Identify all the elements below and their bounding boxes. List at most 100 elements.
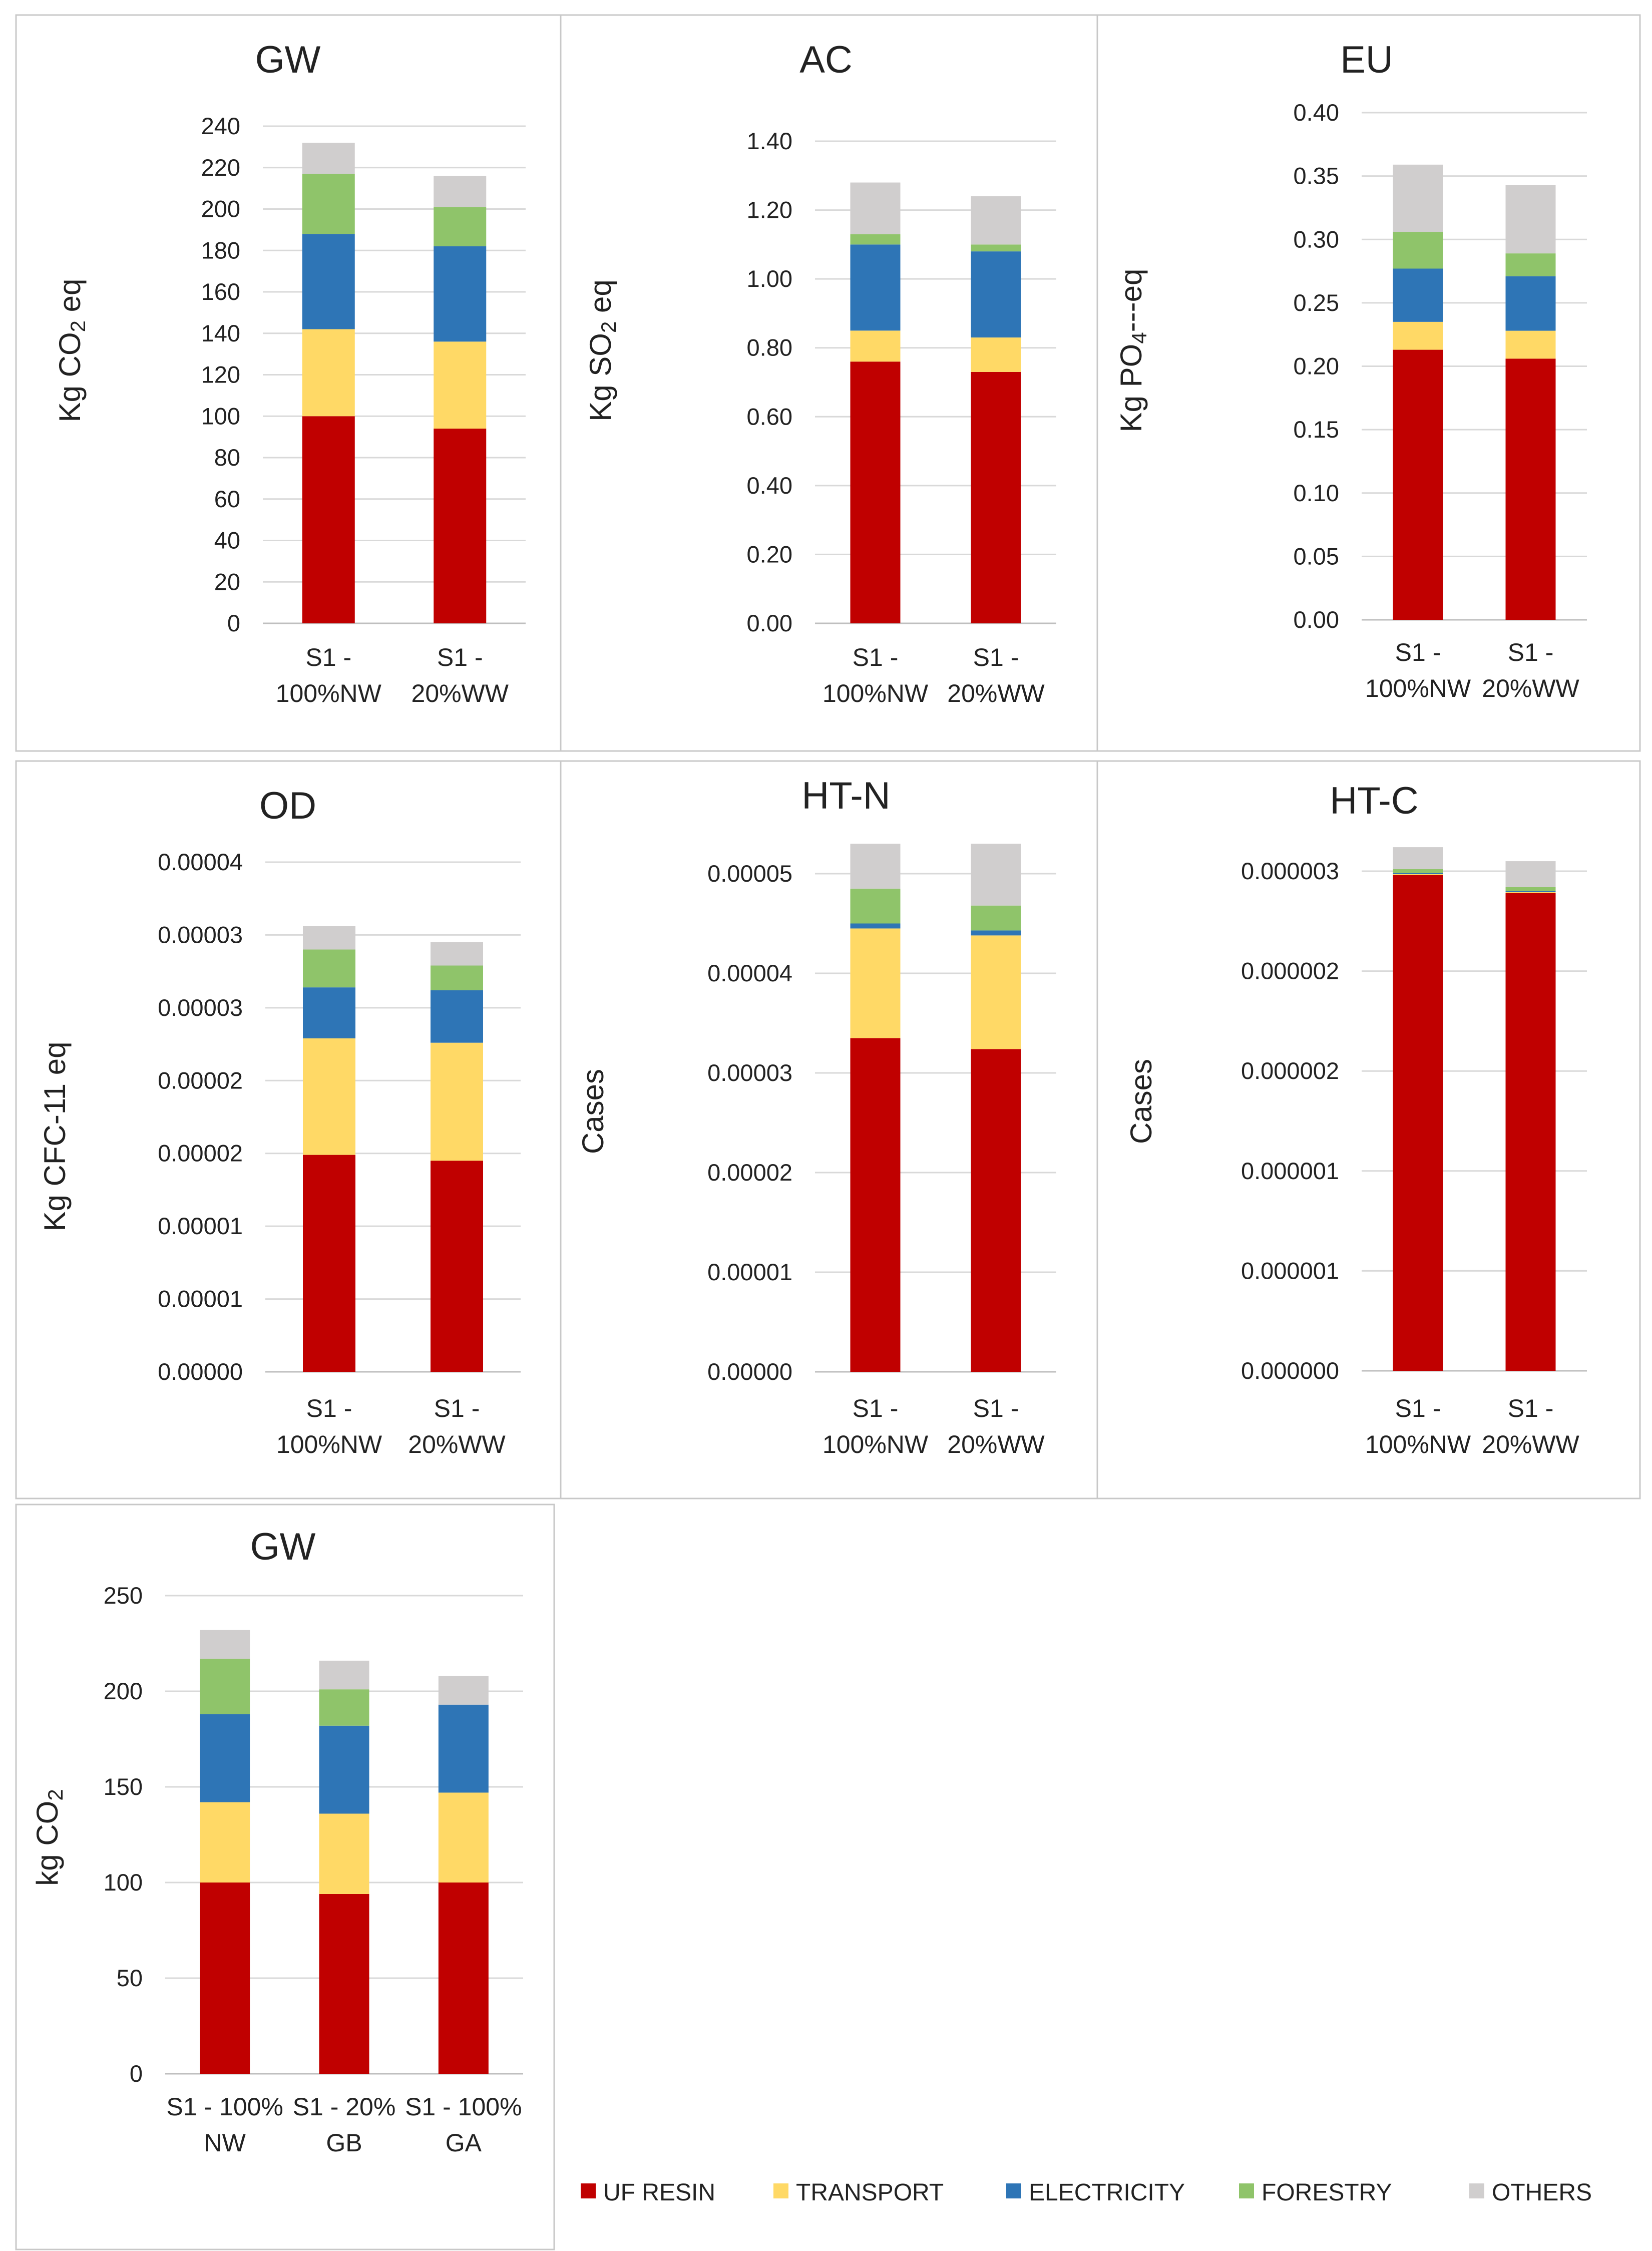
bar-segment-transport	[1393, 321, 1443, 350]
bar-segment-uf-resin	[438, 1883, 489, 2074]
legend-label-electricity: ELECTRICITY	[1029, 2179, 1185, 2206]
chart-eu-3: 0.00 0.05 0.10 0.15 0.20 0.25 0.30 0.35 0.40 S1 -…	[1096, 14, 1641, 752]
bar-segment-forestry	[850, 234, 901, 245]
bar-segment-uf-resin	[1505, 358, 1556, 620]
bar-segment-uf-resin	[434, 429, 487, 623]
bar-segment-electricity	[1393, 268, 1443, 322]
x-category-label: 100%NW	[1365, 1430, 1471, 1458]
bar-segment-forestry	[1505, 253, 1556, 276]
bar-segment-electricity	[971, 930, 1021, 936]
bar-segment-electricity	[1505, 891, 1556, 892]
bar-segment-uf-resin	[971, 371, 1021, 623]
bar-segment-others	[1505, 185, 1556, 254]
legend-swatch-others	[1469, 2183, 1484, 2198]
bar-segment-forestry	[302, 174, 355, 234]
y-tick-label: 0.000002	[1241, 1057, 1339, 1084]
y-tick-label: 160	[201, 278, 240, 305]
x-category-label: S1 -	[853, 1394, 899, 1422]
y-tick-label: 0.000001	[1241, 1257, 1339, 1284]
bar-segment-others	[1505, 861, 1556, 887]
x-category-label: S1 -	[305, 643, 351, 671]
y-tick-label: 50	[117, 1965, 143, 1991]
bar-segment-forestry	[850, 888, 901, 924]
y-axis-label: Cases	[1124, 1059, 1158, 1144]
bar-segment-uf-resin	[850, 1038, 901, 1372]
y-tick-label: 150	[104, 1773, 143, 1800]
chart-gw-1: 0 20 40 60 80 100 120 140 160 180 200 220 240 S1 - 100…	[15, 14, 562, 752]
bar-segment-forestry	[303, 949, 355, 988]
x-category-label: S1 -	[1395, 1394, 1441, 1422]
bar-segment-others	[971, 844, 1021, 906]
bar-segment-uf-resin	[200, 1883, 250, 2074]
bar-segment-electricity	[431, 990, 483, 1043]
bar-segment-uf-resin	[1505, 893, 1556, 1371]
y-tick-label: 0.00002	[707, 1159, 792, 1186]
y-tick-label: 220	[201, 154, 240, 181]
x-category-label: NW	[204, 2129, 246, 2157]
y-tick-label: 0.00003	[158, 921, 243, 948]
legend-label-uf-resin: UF RESIN	[603, 2179, 715, 2206]
y-tick-label: 0.20	[747, 541, 792, 567]
chart-title: GW	[250, 1526, 316, 1568]
y-tick-label: 0.25	[1294, 289, 1339, 316]
bar-segment-transport	[303, 1038, 355, 1155]
y-tick-label: 250	[104, 1582, 143, 1609]
y-tick-label: 200	[201, 196, 240, 222]
y-tick-label: 0.00001	[707, 1259, 792, 1285]
bar-segment-electricity	[850, 923, 901, 929]
bar-segment-uf-resin	[302, 416, 355, 623]
bar-segment-electricity	[302, 234, 355, 329]
x-category-label: 100%NW	[822, 679, 929, 707]
y-tick-label: 140	[201, 320, 240, 346]
x-category-label: 20%WW	[1482, 674, 1579, 702]
chart-panel	[1096, 14, 1641, 752]
x-category-label: S1 -	[434, 1394, 480, 1422]
y-tick-label: 0	[227, 610, 240, 636]
legend: UF RESIN TRANSPORT ELECTRICITY FORESTRY OTHE…	[581, 2179, 1592, 2206]
y-tick-label: 20	[214, 568, 240, 595]
bar-segment-forestry	[434, 207, 487, 246]
bar-segment-electricity	[319, 1725, 369, 1814]
bar-segment-transport	[1393, 874, 1443, 875]
y-tick-label: 0.15	[1294, 416, 1339, 443]
bar-segment-forestry	[971, 905, 1021, 931]
x-category-label: S1 -	[437, 643, 483, 671]
bar-segment-transport	[431, 1042, 483, 1161]
y-tick-label: 0.80	[747, 334, 792, 361]
x-category-label: 100%NW	[276, 1430, 382, 1458]
y-axis-label: Kg CO2 eq	[53, 279, 90, 423]
bar-segment-others	[438, 1676, 489, 1705]
bar-segment-transport	[850, 928, 901, 1038]
chart-title: HT-N	[801, 775, 890, 817]
y-tick-label: 240	[201, 113, 240, 139]
x-category-label: S1 -	[853, 643, 899, 671]
bar-segment-transport	[200, 1802, 250, 1883]
y-tick-label: 0	[130, 2060, 143, 2087]
x-category-label: 100%NW	[822, 1430, 929, 1458]
y-tick-label: 0.00	[1294, 606, 1339, 633]
bar-segment-transport	[438, 1792, 489, 1883]
x-category-label: S1 - 20%	[293, 2093, 396, 2121]
bar-segment-electricity	[850, 244, 901, 331]
bar-segment-forestry	[1393, 232, 1443, 269]
y-tick-label: 0.30	[1294, 226, 1339, 252]
y-tick-label: 0.20	[1294, 353, 1339, 380]
y-tick-label: 0.00000	[707, 1358, 792, 1385]
legend-label-forestry: FORESTRY	[1262, 2179, 1392, 2206]
y-tick-label: 0.00004	[707, 960, 792, 986]
bar-segment-transport	[850, 330, 901, 362]
y-tick-label: 180	[201, 237, 240, 263]
x-category-label: S1 -	[1508, 638, 1554, 666]
y-tick-label: 0.000001	[1241, 1158, 1339, 1184]
bar-segment-transport	[434, 341, 487, 429]
x-category-label: S1 -	[306, 1394, 352, 1422]
x-category-label: GB	[326, 2129, 362, 2157]
bar-segment-forestry	[319, 1689, 369, 1726]
bar-segment-others	[302, 143, 355, 174]
legend-swatch-uf-resin	[581, 2183, 596, 2198]
y-tick-label: 200	[104, 1678, 143, 1704]
y-tick-label: 120	[201, 361, 240, 388]
bar-segment-electricity	[200, 1714, 250, 1802]
bar-segment-electricity	[1393, 873, 1443, 874]
y-tick-label: 0.40	[747, 472, 792, 499]
